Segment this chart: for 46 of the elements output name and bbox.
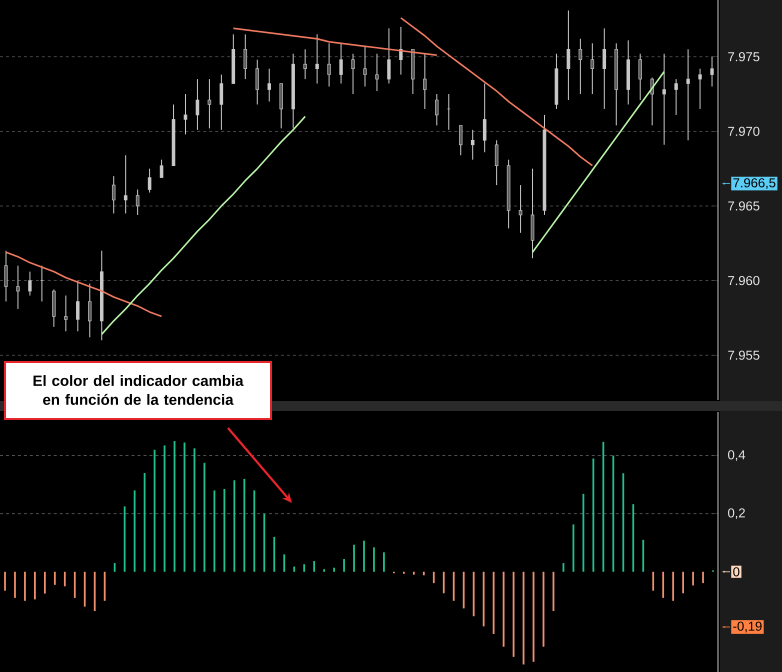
candlestick: [602, 28, 606, 110]
candlestick: [494, 140, 498, 186]
candlestick: [160, 159, 164, 178]
candlestick: [208, 78, 212, 129]
candlestick: [28, 271, 32, 296]
line-series: [400, 17, 594, 166]
y-tick-label: 7.970: [728, 126, 760, 136]
candlestick: [698, 68, 702, 110]
candlestick: [518, 184, 522, 234]
candlestick: [435, 94, 439, 126]
y-tick-label: 7.960: [728, 276, 760, 286]
ref-line-label: 7.966,5: [733, 178, 776, 189]
candlestick: [16, 265, 20, 310]
candlestick: [674, 78, 678, 116]
candlestick: [196, 78, 200, 130]
candlestick: [184, 94, 188, 135]
y-tick-label: 7.965: [728, 201, 760, 211]
annotation: El color del indicador cambia en función de la tendencia: [34, 375, 244, 405]
ref-line-label: 0: [733, 567, 740, 576]
candlestick: [148, 168, 152, 194]
candlestick: [470, 129, 474, 160]
candlestick: [686, 48, 690, 141]
candlestick: [482, 83, 486, 153]
candlestick: [112, 176, 116, 214]
line-series: [5, 251, 162, 318]
candlestick: [268, 68, 271, 102]
candlestick: [64, 295, 68, 332]
candlestick: [315, 34, 319, 84]
candlestick: [124, 154, 128, 214]
y-tick-label: 0,2: [728, 508, 745, 520]
ref-line-label: -0,19: [733, 622, 762, 632]
candlestick: [458, 124, 462, 156]
candlestick: [76, 280, 80, 332]
y-tick-label: 0,4: [728, 450, 746, 461]
candlestick: [387, 28, 391, 84]
y-tick-label: 7.955: [728, 350, 760, 360]
candlestick: [339, 42, 343, 84]
y-tick-label: 7.975: [728, 52, 760, 62]
candlestick: [136, 189, 140, 216]
candlestick: [220, 74, 224, 130]
line-series: [100, 116, 306, 336]
candlestick: [256, 59, 260, 105]
candlestick: [566, 10, 570, 100]
candlestick: [4, 250, 8, 302]
candlestick: [88, 283, 92, 338]
candlestick: [662, 53, 666, 146]
